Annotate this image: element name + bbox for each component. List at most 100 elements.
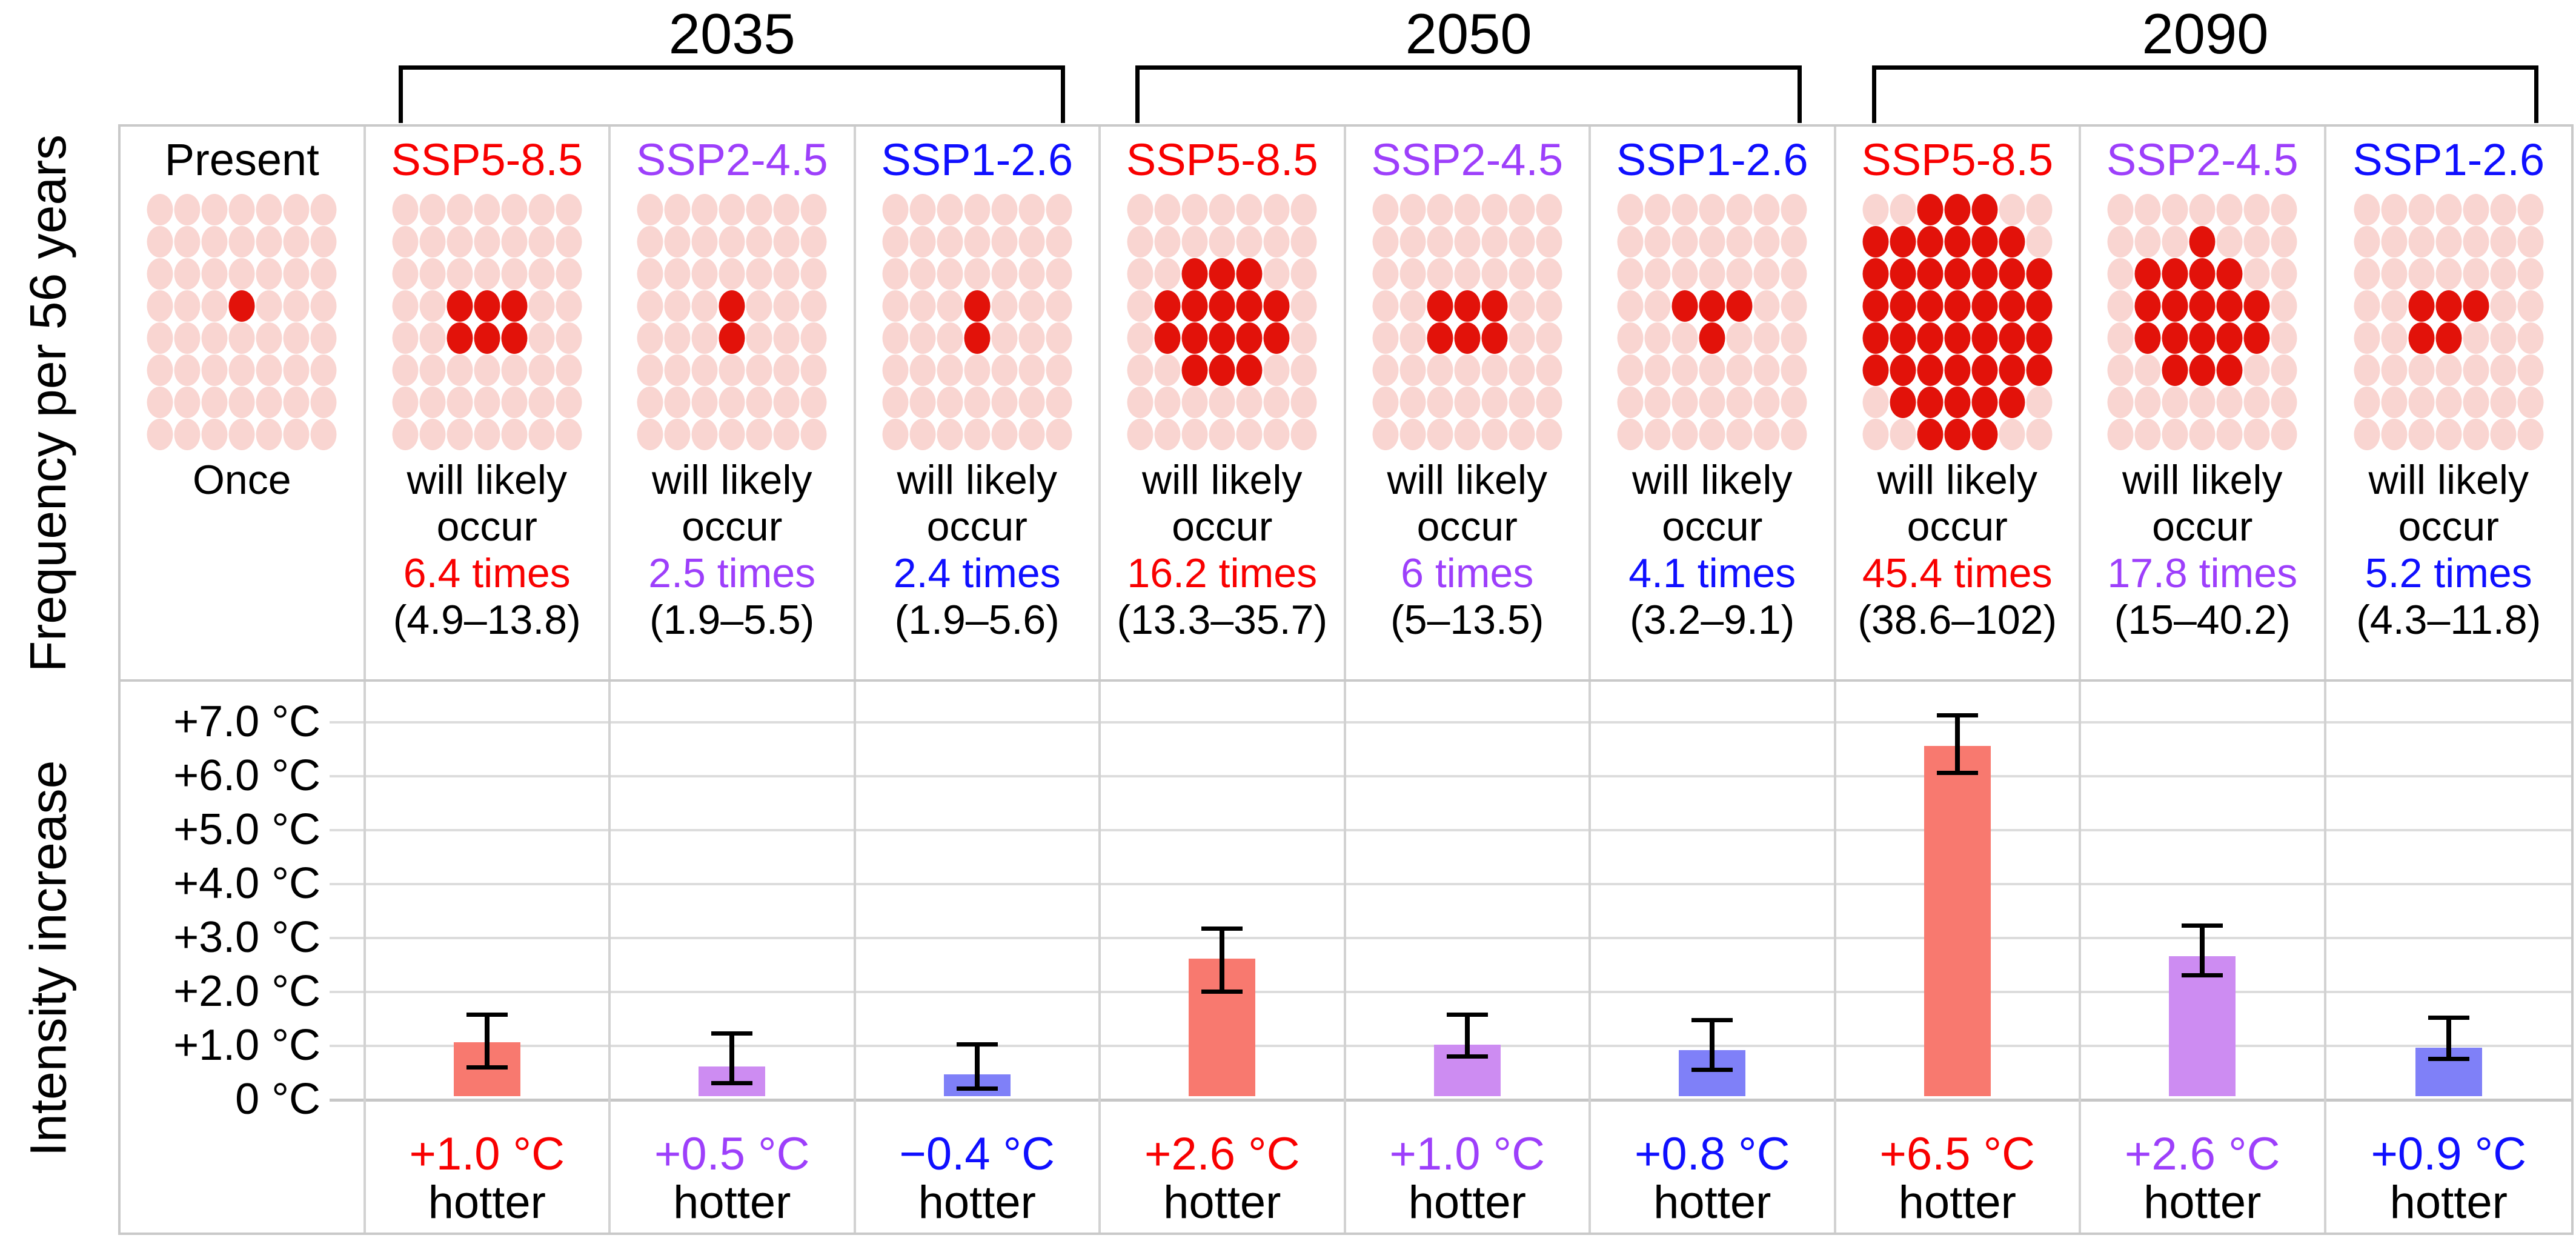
freq-range: (1.9–5.6) xyxy=(894,597,1060,643)
event-dot xyxy=(1644,418,1671,450)
event-dot-filled xyxy=(2189,225,2216,258)
error-bar-stem xyxy=(2200,928,2205,974)
column-header: SSP2-4.5 xyxy=(2106,135,2299,185)
event-dot-filled xyxy=(1971,193,1998,225)
event-dot xyxy=(1372,290,1399,322)
freq-range: (13.3–35.7) xyxy=(1117,597,1328,643)
event-dot xyxy=(1781,258,1807,290)
event-dot xyxy=(719,258,745,290)
event-dot-filled xyxy=(964,290,991,322)
event-dot xyxy=(2517,386,2544,418)
event-dot-filled xyxy=(1917,418,1944,450)
event-dot xyxy=(1372,193,1399,225)
event-dot xyxy=(746,258,772,290)
year-group: 2050 xyxy=(1100,0,1837,123)
event-dot xyxy=(528,290,555,322)
event-dot xyxy=(664,418,691,450)
event-dot xyxy=(1726,258,1753,290)
event-dot-filled xyxy=(2162,290,2188,322)
event-dot xyxy=(2354,322,2380,354)
event-dot xyxy=(1781,418,1807,450)
event-dot xyxy=(882,386,909,418)
event-dot xyxy=(501,258,528,290)
frequency-text: will likely occur 6.4 times (4.9–13.8) xyxy=(366,457,609,644)
hotter-label: hotter xyxy=(1408,1177,1526,1228)
event-dot xyxy=(882,225,909,258)
y-tick-label: +4.0 °C xyxy=(173,859,320,908)
event-dot xyxy=(2107,418,2134,450)
event-dot xyxy=(392,225,419,258)
event-dot xyxy=(1481,225,1508,258)
event-dot xyxy=(1399,322,1426,354)
event-dot xyxy=(1127,225,1154,258)
event-dot xyxy=(691,290,718,322)
event-dot xyxy=(1753,258,1780,290)
event-dot-filled xyxy=(1181,258,1208,290)
freq-line1: will likely xyxy=(407,457,567,503)
event-dot xyxy=(746,225,772,258)
event-dot xyxy=(1154,258,1181,290)
event-dot xyxy=(1046,386,1072,418)
event-dot-filled xyxy=(1999,225,2025,258)
event-dot-filled xyxy=(1862,322,1889,354)
bottom-label: −0.4 °C hotter xyxy=(856,1130,1099,1227)
event-dot xyxy=(528,225,555,258)
event-dot-filled xyxy=(2134,322,2161,354)
freq-line1: will likely xyxy=(1387,457,1547,503)
event-dot xyxy=(147,322,173,354)
event-dot xyxy=(882,354,909,386)
event-dot xyxy=(147,354,173,386)
event-dot-filled xyxy=(1944,418,1971,450)
event-dot xyxy=(283,322,310,354)
event-dot-filled xyxy=(2189,290,2216,322)
dot-grid xyxy=(1372,193,1562,450)
event-dot xyxy=(637,193,663,225)
column-header: SSP2-4.5 xyxy=(636,135,828,185)
event-dot xyxy=(201,386,228,418)
event-dot xyxy=(1481,193,1508,225)
event-dot xyxy=(2243,225,2270,258)
event-dot xyxy=(2381,354,2408,386)
event-dot xyxy=(1671,322,1698,354)
event-dot xyxy=(2271,322,2297,354)
event-dot xyxy=(474,258,500,290)
event-dot xyxy=(800,258,827,290)
y-tick-label: +6.0 °C xyxy=(173,751,320,800)
event-dot xyxy=(1536,225,1562,258)
event-dot xyxy=(1154,225,1181,258)
event-dot xyxy=(1862,418,1889,450)
gridline xyxy=(330,721,2571,724)
event-dot xyxy=(691,386,718,418)
event-dot-filled xyxy=(1917,354,1944,386)
event-dot-filled xyxy=(1944,290,1971,322)
event-dot xyxy=(310,418,337,450)
freq-range: (3.2–9.1) xyxy=(1630,597,1795,643)
event-dot xyxy=(556,290,582,322)
intensity-column: +0.9 °C hotter xyxy=(2326,682,2572,1233)
event-dot xyxy=(310,225,337,258)
event-dot xyxy=(1671,258,1698,290)
event-dot xyxy=(310,322,337,354)
event-dot xyxy=(446,225,473,258)
event-dot xyxy=(1536,322,1562,354)
freq-line2: occur xyxy=(1416,504,1518,550)
event-dot-filled xyxy=(1481,290,1508,322)
event-dot xyxy=(1399,225,1426,258)
event-dot xyxy=(1509,258,1535,290)
year-bracket xyxy=(1135,65,1802,123)
event-dot xyxy=(1209,225,1235,258)
event-dot xyxy=(1018,258,1045,290)
error-bar-stem xyxy=(1954,717,1960,771)
event-dot xyxy=(147,258,173,290)
event-dot xyxy=(664,258,691,290)
event-dot-filled xyxy=(2162,258,2188,290)
event-dot xyxy=(2271,258,2297,290)
event-dot-filled xyxy=(1917,225,1944,258)
event-dot xyxy=(1781,322,1807,354)
event-dot xyxy=(1644,290,1671,322)
event-dot xyxy=(746,418,772,450)
event-dot xyxy=(446,418,473,450)
event-dot-filled xyxy=(2216,258,2243,290)
error-bar-stem xyxy=(1710,1022,1715,1068)
frequency-text: will likely occur 4.1 times (3.2–9.1) xyxy=(1591,457,1834,644)
